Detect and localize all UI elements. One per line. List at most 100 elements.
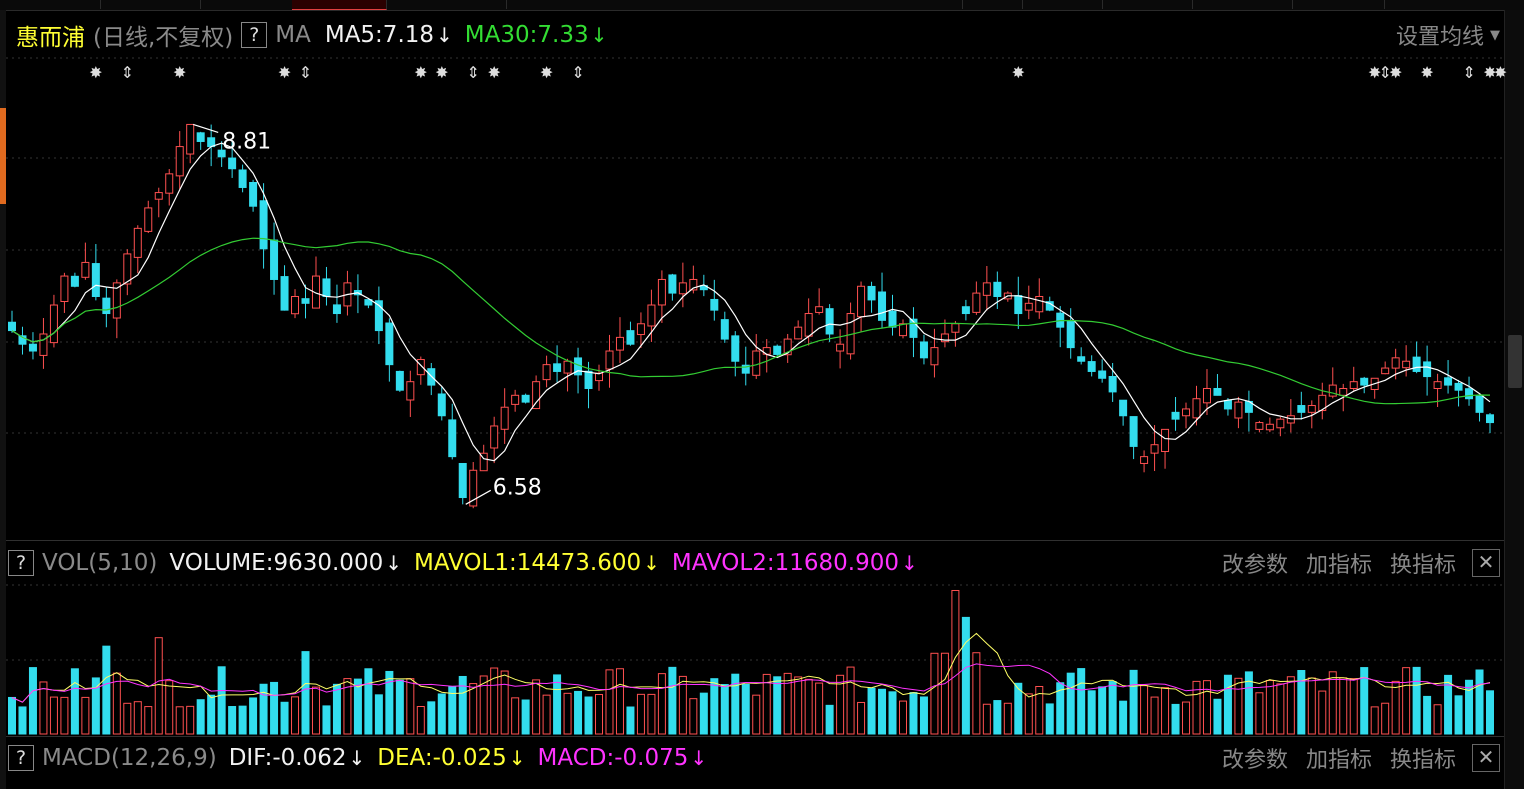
volume-bar-up (479, 675, 488, 735)
candle-down (825, 308, 834, 335)
vol-swap-indicator-button[interactable]: 换指标 (1389, 553, 1456, 578)
volume-bar-down (1454, 695, 1463, 735)
extreme-labels: 8.81 6.58 (193, 123, 542, 505)
volume-bar-down (207, 694, 216, 735)
candle-up (898, 323, 907, 337)
vol-change-params-button[interactable]: 改参数 (1221, 553, 1288, 578)
mavol2-line (11, 663, 1491, 703)
candle-down (1486, 414, 1494, 424)
vol-add-indicator-button[interactable]: 加指标 (1305, 553, 1372, 578)
candle-down (1098, 370, 1107, 379)
candle-up (1192, 398, 1201, 419)
candle-up (1381, 367, 1390, 375)
volume-bar-down (1087, 690, 1096, 735)
volume-bar-down (301, 651, 310, 735)
candle-up (657, 278, 666, 306)
low-price-label: 6.58 (493, 475, 542, 500)
tab-segment[interactable] (1102, 0, 1193, 9)
tab-segment[interactable] (386, 0, 507, 9)
dif-value: DIF:-0.062 (228, 745, 347, 771)
volume-bar-down (427, 701, 436, 735)
candle-down (878, 291, 887, 321)
volume-bar-up (1433, 704, 1442, 735)
volume-bar-up (636, 693, 645, 735)
macd-change-params-button[interactable]: 改参数 (1221, 748, 1288, 773)
help-button[interactable]: ? (241, 22, 268, 48)
volume-bar-down (1213, 698, 1222, 735)
double-arrow-signal-icon: ⇕ (571, 63, 584, 82)
ma5-line (11, 142, 1491, 462)
volume-bar-up (1381, 702, 1390, 735)
candle-down (458, 462, 467, 499)
volume-bar-down (280, 701, 289, 735)
vol-help-button[interactable]: ? (8, 550, 34, 576)
macd-close-icon[interactable]: ✕ (1472, 744, 1500, 772)
tab-segment[interactable] (100, 0, 201, 9)
candle-down (385, 322, 394, 366)
volume-bar-down (1297, 670, 1306, 735)
star-signal-icon: ✸ (173, 63, 186, 82)
grid-lines (6, 57, 1504, 661)
tab-segment[interactable] (962, 0, 1023, 9)
volume-bar-down (448, 686, 457, 735)
volume-bar-up (511, 697, 520, 735)
volume-bar-up (39, 681, 48, 735)
candle-down (270, 239, 279, 280)
candle-up (804, 313, 813, 337)
candle-down (1444, 377, 1453, 386)
volume-bar-up (81, 696, 90, 735)
macd-help-button[interactable]: ? (8, 745, 34, 771)
volume-bar-down (228, 706, 237, 735)
candle-up (39, 333, 48, 356)
tab-segment[interactable] (1292, 0, 1385, 9)
vol-close-icon[interactable]: ✕ (1472, 549, 1500, 577)
volume-bar-down (238, 705, 247, 735)
candle-down (731, 335, 740, 362)
candle-up (563, 360, 572, 374)
ma30-down-arrow-icon: ↓ (590, 23, 608, 47)
macd-swap-indicator-button[interactable]: 换指标 (1389, 748, 1456, 773)
tab-segment[interactable] (1022, 0, 1103, 9)
volume-bar-down (825, 704, 834, 735)
volume-bar-up (615, 668, 624, 735)
volume-bar-up (165, 680, 174, 735)
volume-bar-up (898, 700, 907, 735)
ma-settings-button[interactable]: 设置均线 (1395, 25, 1484, 50)
candle-down (961, 306, 970, 315)
volume-bar-down (961, 616, 970, 735)
volume-bar-down (332, 683, 341, 735)
candle-down (720, 319, 729, 340)
ma-label: MA (275, 22, 311, 48)
macd-add-indicator-button[interactable]: 加指标 (1305, 748, 1372, 773)
volume-ma-lines (11, 632, 1491, 703)
tab-segment[interactable] (0, 0, 101, 9)
volume-value: VOLUME:9630.000 (169, 550, 384, 576)
vol-actions: 改参数 加指标 换指标 ✕ (1204, 548, 1500, 578)
volume-bar-down (909, 692, 918, 735)
vol-title: VOL(5,10) (42, 550, 158, 576)
dropdown-caret-icon[interactable]: ▼ (1490, 27, 1500, 43)
right-scroll-gutter[interactable] (1504, 10, 1524, 789)
volume-bar-down (741, 683, 750, 735)
volume-bar-down (1098, 686, 1107, 735)
volume-bar-down (1475, 669, 1484, 735)
panel-divider (6, 540, 1504, 541)
volume-bar-up (1255, 692, 1264, 735)
volume-bar-down (1244, 671, 1253, 735)
volume-bar-up (490, 667, 499, 735)
scroll-knob[interactable] (1508, 360, 1522, 388)
candle-up (133, 227, 142, 258)
tab-segment[interactable] (916, 0, 963, 9)
tab-segment-active[interactable] (292, 0, 387, 10)
candle-up (1265, 423, 1274, 431)
stock-name[interactable]: 惠而浦 (16, 25, 85, 51)
macd-actions: 改参数 加指标 换指标 ✕ (1204, 743, 1500, 773)
volume-bar-down (322, 705, 331, 735)
scroll-knob[interactable] (1508, 335, 1522, 363)
volume-bar-down (249, 697, 258, 735)
tab-segment[interactable] (1192, 0, 1293, 9)
candle-up (81, 261, 90, 278)
candle-down (1412, 356, 1421, 372)
candle-up (930, 347, 939, 366)
